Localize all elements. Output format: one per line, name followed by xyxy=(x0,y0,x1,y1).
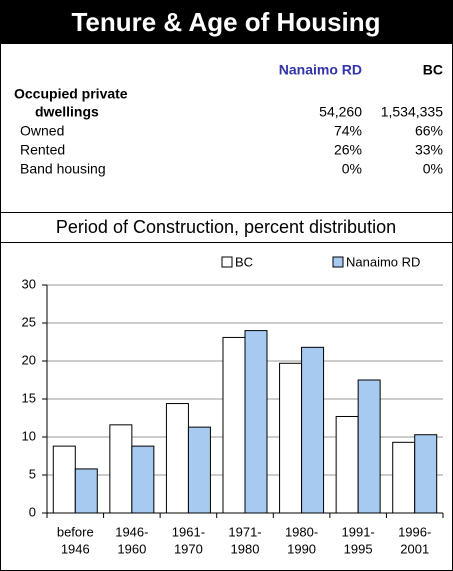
row-label: dwellings xyxy=(35,104,99,120)
legend-label: Nanaimo RD xyxy=(346,254,420,269)
bar xyxy=(279,362,303,514)
x-tick-label: 1971- xyxy=(228,524,261,539)
cell: 0% xyxy=(423,161,443,177)
y-tick-label: 10 xyxy=(22,428,36,443)
bar xyxy=(392,441,416,514)
bar xyxy=(222,336,246,514)
bar xyxy=(165,403,189,514)
bar xyxy=(414,434,438,514)
x-tick-label: 1946- xyxy=(115,524,148,539)
x-tick-label: 1960 xyxy=(117,541,146,556)
x-tick-label: 1980 xyxy=(231,541,260,556)
cell: 33% xyxy=(415,142,443,158)
bar xyxy=(335,415,359,514)
x-tick-label: 1946 xyxy=(61,541,90,556)
cell: 74% xyxy=(334,123,362,139)
bar xyxy=(187,426,211,514)
y-tick-label: 30 xyxy=(22,276,36,291)
x-tick-label: 1995 xyxy=(344,541,373,556)
legend-swatch xyxy=(221,256,233,268)
y-tick-label: 15 xyxy=(22,390,36,405)
x-tick-label: 1991- xyxy=(342,524,375,539)
column-header: BC xyxy=(423,62,443,78)
x-tick-label: 2001 xyxy=(400,541,429,556)
column-header: Nanaimo RD xyxy=(279,62,362,78)
bar xyxy=(109,424,133,514)
bar xyxy=(357,379,381,514)
y-tick-label: 25 xyxy=(22,314,36,329)
cell: 26% xyxy=(334,142,362,158)
cell: 1,534,335 xyxy=(381,104,443,120)
bar xyxy=(52,445,76,514)
row-label: Rented xyxy=(20,142,65,158)
x-tick-label: 1996- xyxy=(398,524,431,539)
row-label: Band housing xyxy=(20,161,106,177)
x-tick-label: 1961- xyxy=(172,524,205,539)
cell: 0% xyxy=(342,161,362,177)
legend-swatch xyxy=(332,256,344,268)
cell: 66% xyxy=(415,123,443,139)
x-tick-label: before xyxy=(57,524,94,539)
y-tick-label: 20 xyxy=(22,352,36,367)
bar xyxy=(74,468,98,514)
row-label: Owned xyxy=(20,123,64,139)
x-tick-label: 1990 xyxy=(287,541,316,556)
bar xyxy=(244,330,268,514)
legend-label: BC xyxy=(235,254,253,269)
cell: 54,260 xyxy=(319,104,362,120)
y-tick-label: 5 xyxy=(29,466,36,481)
y-tick-label: 0 xyxy=(29,504,36,519)
chart-title: Period of Construction, percent distribu… xyxy=(56,217,396,237)
x-tick-label: 1980- xyxy=(285,524,318,539)
header-band xyxy=(0,0,453,44)
bar xyxy=(301,346,325,514)
title: Tenure & Age of Housing xyxy=(71,7,380,37)
row-label: Occupied private xyxy=(14,86,128,102)
bar xyxy=(131,445,155,514)
x-tick-label: 1970 xyxy=(174,541,203,556)
